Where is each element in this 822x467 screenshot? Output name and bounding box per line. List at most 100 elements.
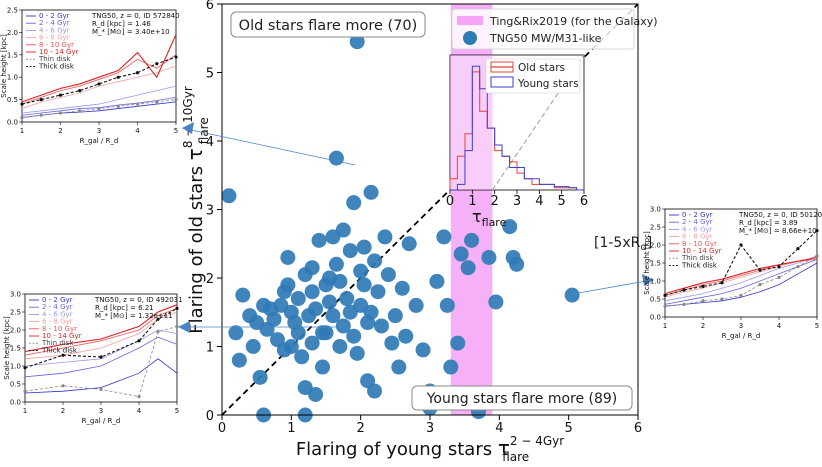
svg-text:Flaring of old stars τ8 − 10Gy: Flaring of old stars τ8 − 10Gyr flare	[181, 86, 211, 334]
hist-x-tick-label: 0	[446, 194, 454, 209]
inset-legend-label: 0 - 2 Gyr	[42, 296, 73, 304]
main-y-tick-label: 4	[206, 135, 214, 150]
scatter-point	[308, 301, 324, 317]
inset-series-point	[135, 102, 140, 106]
scatter-point	[346, 195, 362, 211]
inset-x-tick-label: 3	[739, 322, 743, 330]
inset-top-left: 1 2 3 4 5 0.0 0.5 1.0 1.5 2.0 2.5 R_gal / R_d Scale …	[0, 7, 180, 146]
scatter-point	[311, 232, 327, 248]
inset-right: 1 2 3 4 5 0.0 0.5 1.0 1.5 2.0 2.5 3.0 R_gal / R_d Sca…	[643, 206, 822, 341]
inset-y-tick-label: 3.0	[10, 291, 21, 299]
inset-series-point	[61, 384, 65, 388]
main-x-tick-label: 5	[565, 421, 573, 436]
inset-series-point	[99, 387, 103, 391]
inset-series-point	[174, 98, 178, 102]
scatter-point	[346, 328, 362, 344]
inset-series-point	[815, 254, 819, 258]
legend-band-swatch	[457, 16, 483, 25]
inset-legend-label: 6 - 8 Gyr	[42, 318, 73, 326]
main-y-tick-label: 1	[206, 341, 214, 356]
inset-series-line	[21, 85, 177, 114]
scatter-point	[356, 239, 372, 255]
inset-x-tick-label: 2	[701, 322, 705, 330]
scatter-point	[436, 229, 452, 245]
scatter-point	[235, 287, 251, 303]
inset-series-point	[682, 288, 686, 292]
scatter-point	[401, 236, 417, 252]
hist-legend-old: Old stars	[518, 62, 565, 74]
inset-x-tick-label: 3	[99, 407, 103, 415]
inset-series-point	[155, 100, 159, 104]
inset-x-tick-label: 5	[174, 127, 178, 135]
inset-series-line	[24, 308, 178, 356]
scatter-point	[370, 284, 386, 300]
inset-series-point	[682, 302, 686, 306]
inset-series-line	[21, 65, 177, 109]
inset-series-point	[20, 115, 24, 120]
hist-legend-young-swatch	[490, 76, 514, 88]
scatter-point	[335, 318, 351, 334]
inset-series-point	[701, 284, 705, 288]
one-to-one-line	[221, 3, 639, 416]
scatter-point	[342, 304, 358, 320]
hist-x-tick-label: 1	[468, 194, 476, 209]
scatter-point	[332, 339, 348, 354]
inset-series-line	[24, 336, 178, 378]
scatter-point	[228, 325, 244, 341]
scatter-point	[356, 277, 372, 293]
scatter-point	[245, 339, 261, 354]
main-y-tick-label: 5	[206, 67, 214, 82]
inset-y-tick-label: 0.5	[10, 381, 21, 389]
inset-series-line	[664, 255, 818, 302]
inset-x-tick-label: 2	[58, 127, 62, 135]
connector-arrows	[178, 122, 654, 333]
inset-series-point	[116, 75, 120, 79]
scatter-point	[266, 311, 282, 327]
inset-y-label: Scale height [kpc]	[0, 34, 8, 98]
inset-series-point	[58, 93, 63, 97]
hist-x-tick-label: 6	[580, 194, 588, 209]
scatter-point	[453, 246, 469, 262]
inset-series-point	[739, 293, 743, 297]
hist-young-stars	[450, 65, 584, 191]
inset-meta-text: R_d [kpc] = 1.46	[92, 20, 151, 28]
inset-y-tick-label: 2.0	[7, 29, 18, 37]
inset-y-tick-label: 0.5	[7, 96, 18, 104]
scatter-point	[415, 342, 431, 358]
scatter-point	[509, 256, 525, 272]
inset-series-point	[39, 98, 43, 102]
hist-legend-young: Young stars	[517, 78, 579, 90]
scatter-point	[408, 297, 424, 313]
main-x-label: Flaring of young stars τ2 − 4Gyr flare	[296, 434, 564, 463]
inset-y-label: Scale height [kpc]	[3, 316, 11, 380]
inset-x-tick-label: 1	[20, 127, 24, 135]
main-y-tick-label: 0	[206, 409, 214, 424]
inset-legend-label: Thick disk	[41, 346, 78, 354]
inset-legend-label: 2 - 4 Gyr	[42, 303, 73, 311]
main-x-tick-label: 2	[357, 421, 365, 436]
inset-series-point	[135, 71, 140, 75]
inset-y-label: Scale height [kpc]	[643, 231, 651, 295]
scatter-points	[221, 34, 580, 423]
legend-band-label: Ting&Rix2019 (for the Galaxy)	[489, 15, 658, 28]
connector-top-left	[181, 127, 356, 166]
scatter-point	[325, 308, 341, 324]
hist-diagonal	[491, 54, 585, 191]
scatter-point	[387, 308, 403, 324]
inset-series-point	[758, 268, 762, 272]
inset-legend-label: Thick disk	[681, 261, 718, 269]
legend-marker-swatch	[463, 31, 477, 45]
inset-series-point	[156, 330, 160, 334]
inset-legend-label: 4 - 6 Gyr	[42, 310, 73, 318]
inset-series-line	[664, 259, 818, 305]
main-y-tick-label: 2	[206, 272, 214, 287]
connector-right	[572, 279, 653, 295]
main-x-tick-label: 1	[287, 421, 295, 436]
inset-y-tick-label: 0.0	[10, 399, 21, 407]
scatter-point	[315, 325, 331, 341]
inset-series-point	[663, 293, 667, 297]
inset-series-point	[175, 306, 179, 310]
hist-x-label: τflare	[472, 207, 507, 229]
inset-meta-text: TNG50, z = 0, ID 572840	[91, 12, 180, 20]
